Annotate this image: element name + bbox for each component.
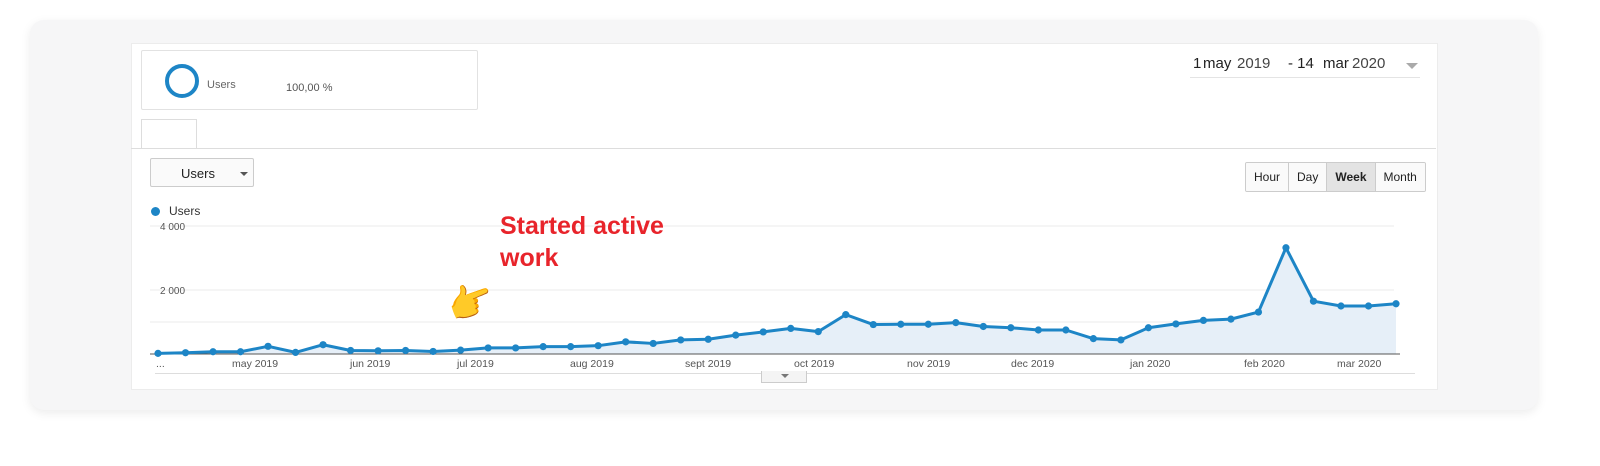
data-point: [649, 339, 657, 348]
data-point: [264, 342, 272, 350]
data-point: [1227, 315, 1235, 323]
data-point: [484, 344, 492, 352]
data-point: [181, 349, 190, 357]
data-point: [567, 343, 575, 351]
data-point: [1337, 302, 1345, 310]
x-tick-label: may 2019: [232, 358, 278, 370]
data-point: [677, 336, 685, 344]
data-point: [319, 341, 327, 349]
data-point: [952, 319, 960, 327]
legend-label: Users: [169, 204, 201, 218]
data-point: [704, 335, 712, 343]
data-point: [1309, 297, 1318, 305]
data-point: [402, 346, 410, 355]
data-point: [869, 320, 877, 329]
data-point: [236, 348, 245, 356]
start-day: 1: [1193, 55, 1202, 72]
start-year: 2019: [1237, 55, 1271, 72]
x-tick-label: jan 2020: [1129, 358, 1170, 370]
start-month: may: [1203, 55, 1232, 72]
data-point: [1254, 308, 1263, 316]
ring-icon: [165, 64, 199, 98]
annotation-line-2: work: [500, 244, 559, 272]
data-point: [1089, 335, 1097, 343]
data-point: [1034, 326, 1042, 334]
data-point: [1392, 300, 1400, 308]
annotation-line-1: Started active: [500, 212, 664, 240]
granularity-day-button[interactable]: Day: [1289, 163, 1328, 191]
segment-percent: 100,00 %: [286, 82, 333, 94]
date-separator: - 14: [1288, 55, 1314, 72]
x-tick-label: nov 2019: [907, 358, 950, 370]
data-point: [1364, 302, 1373, 310]
data-point: [594, 342, 602, 350]
tab-overview[interactable]: [141, 119, 197, 149]
chevron-down-icon: [240, 172, 248, 176]
chevron-down-icon[interactable]: [1406, 63, 1418, 69]
legend-swatch: [151, 207, 160, 216]
date-range-picker[interactable]: 1 may 2019 - 14 mar 2020: [1190, 55, 1420, 78]
data-point: [622, 338, 630, 346]
data-point: [787, 324, 795, 332]
data-point: [924, 320, 932, 328]
data-point: [457, 346, 465, 354]
data-point: [1199, 316, 1208, 324]
x-tick-label: feb 2020: [1244, 358, 1285, 370]
x-tick-label: dec 2019: [1011, 358, 1054, 370]
data-point: [512, 344, 520, 352]
x-tick-label: ...: [156, 358, 165, 370]
granularity-month-button[interactable]: Month: [1375, 163, 1425, 191]
data-point: [842, 311, 850, 319]
x-tick-label: jul 2019: [456, 358, 494, 370]
data-point: [1117, 336, 1125, 344]
granularity-week-button[interactable]: Week: [1327, 163, 1376, 191]
data-point: [1007, 324, 1015, 332]
data-point: [374, 347, 382, 355]
segment-label: Users: [207, 79, 236, 91]
end-month: mar: [1323, 55, 1349, 72]
data-point: [1282, 244, 1290, 252]
data-point: [897, 320, 905, 328]
data-point: [1172, 320, 1180, 328]
data-point: [1062, 326, 1070, 334]
end-year: 2020: [1352, 55, 1386, 72]
data-point: [759, 328, 767, 336]
x-tick-label: aug 2019: [570, 358, 614, 370]
chart-scroll-handle[interactable]: [761, 371, 807, 383]
data-point: [291, 348, 300, 356]
y-tick-label: 2 000: [160, 286, 185, 297]
data-point: [429, 347, 437, 356]
y-tick-label: 4 000: [160, 222, 185, 233]
x-tick-label: sept 2019: [685, 358, 731, 370]
data-point: [814, 328, 822, 336]
metric-select[interactable]: Users: [150, 158, 254, 187]
data-point: [209, 348, 217, 356]
x-tick-label: oct 2019: [794, 358, 834, 370]
annotation: Started active work: [500, 210, 720, 274]
data-point: [1144, 324, 1152, 332]
data-point: [539, 343, 547, 351]
granularity-hour-button[interactable]: Hour: [1246, 163, 1290, 191]
x-tick-label: mar 2020: [1337, 358, 1382, 370]
users-line-chart: 4 000 2 000... may 2019 jun 2019 jul 2019 aug…: [150, 222, 1400, 370]
series-area: [158, 247, 1396, 354]
data-point: [154, 349, 162, 357]
tab-divider: [131, 148, 1436, 149]
data-point: [979, 322, 987, 331]
metric-select-label: Users: [181, 166, 215, 181]
data-point: [732, 331, 740, 339]
chevron-down-icon: [781, 374, 789, 378]
x-tick-label: jun 2019: [349, 358, 390, 370]
series-line-users: [157, 246, 1397, 355]
granularity-toggle: Hour Day Week Month: [1245, 162, 1426, 192]
data-point: [346, 346, 355, 355]
